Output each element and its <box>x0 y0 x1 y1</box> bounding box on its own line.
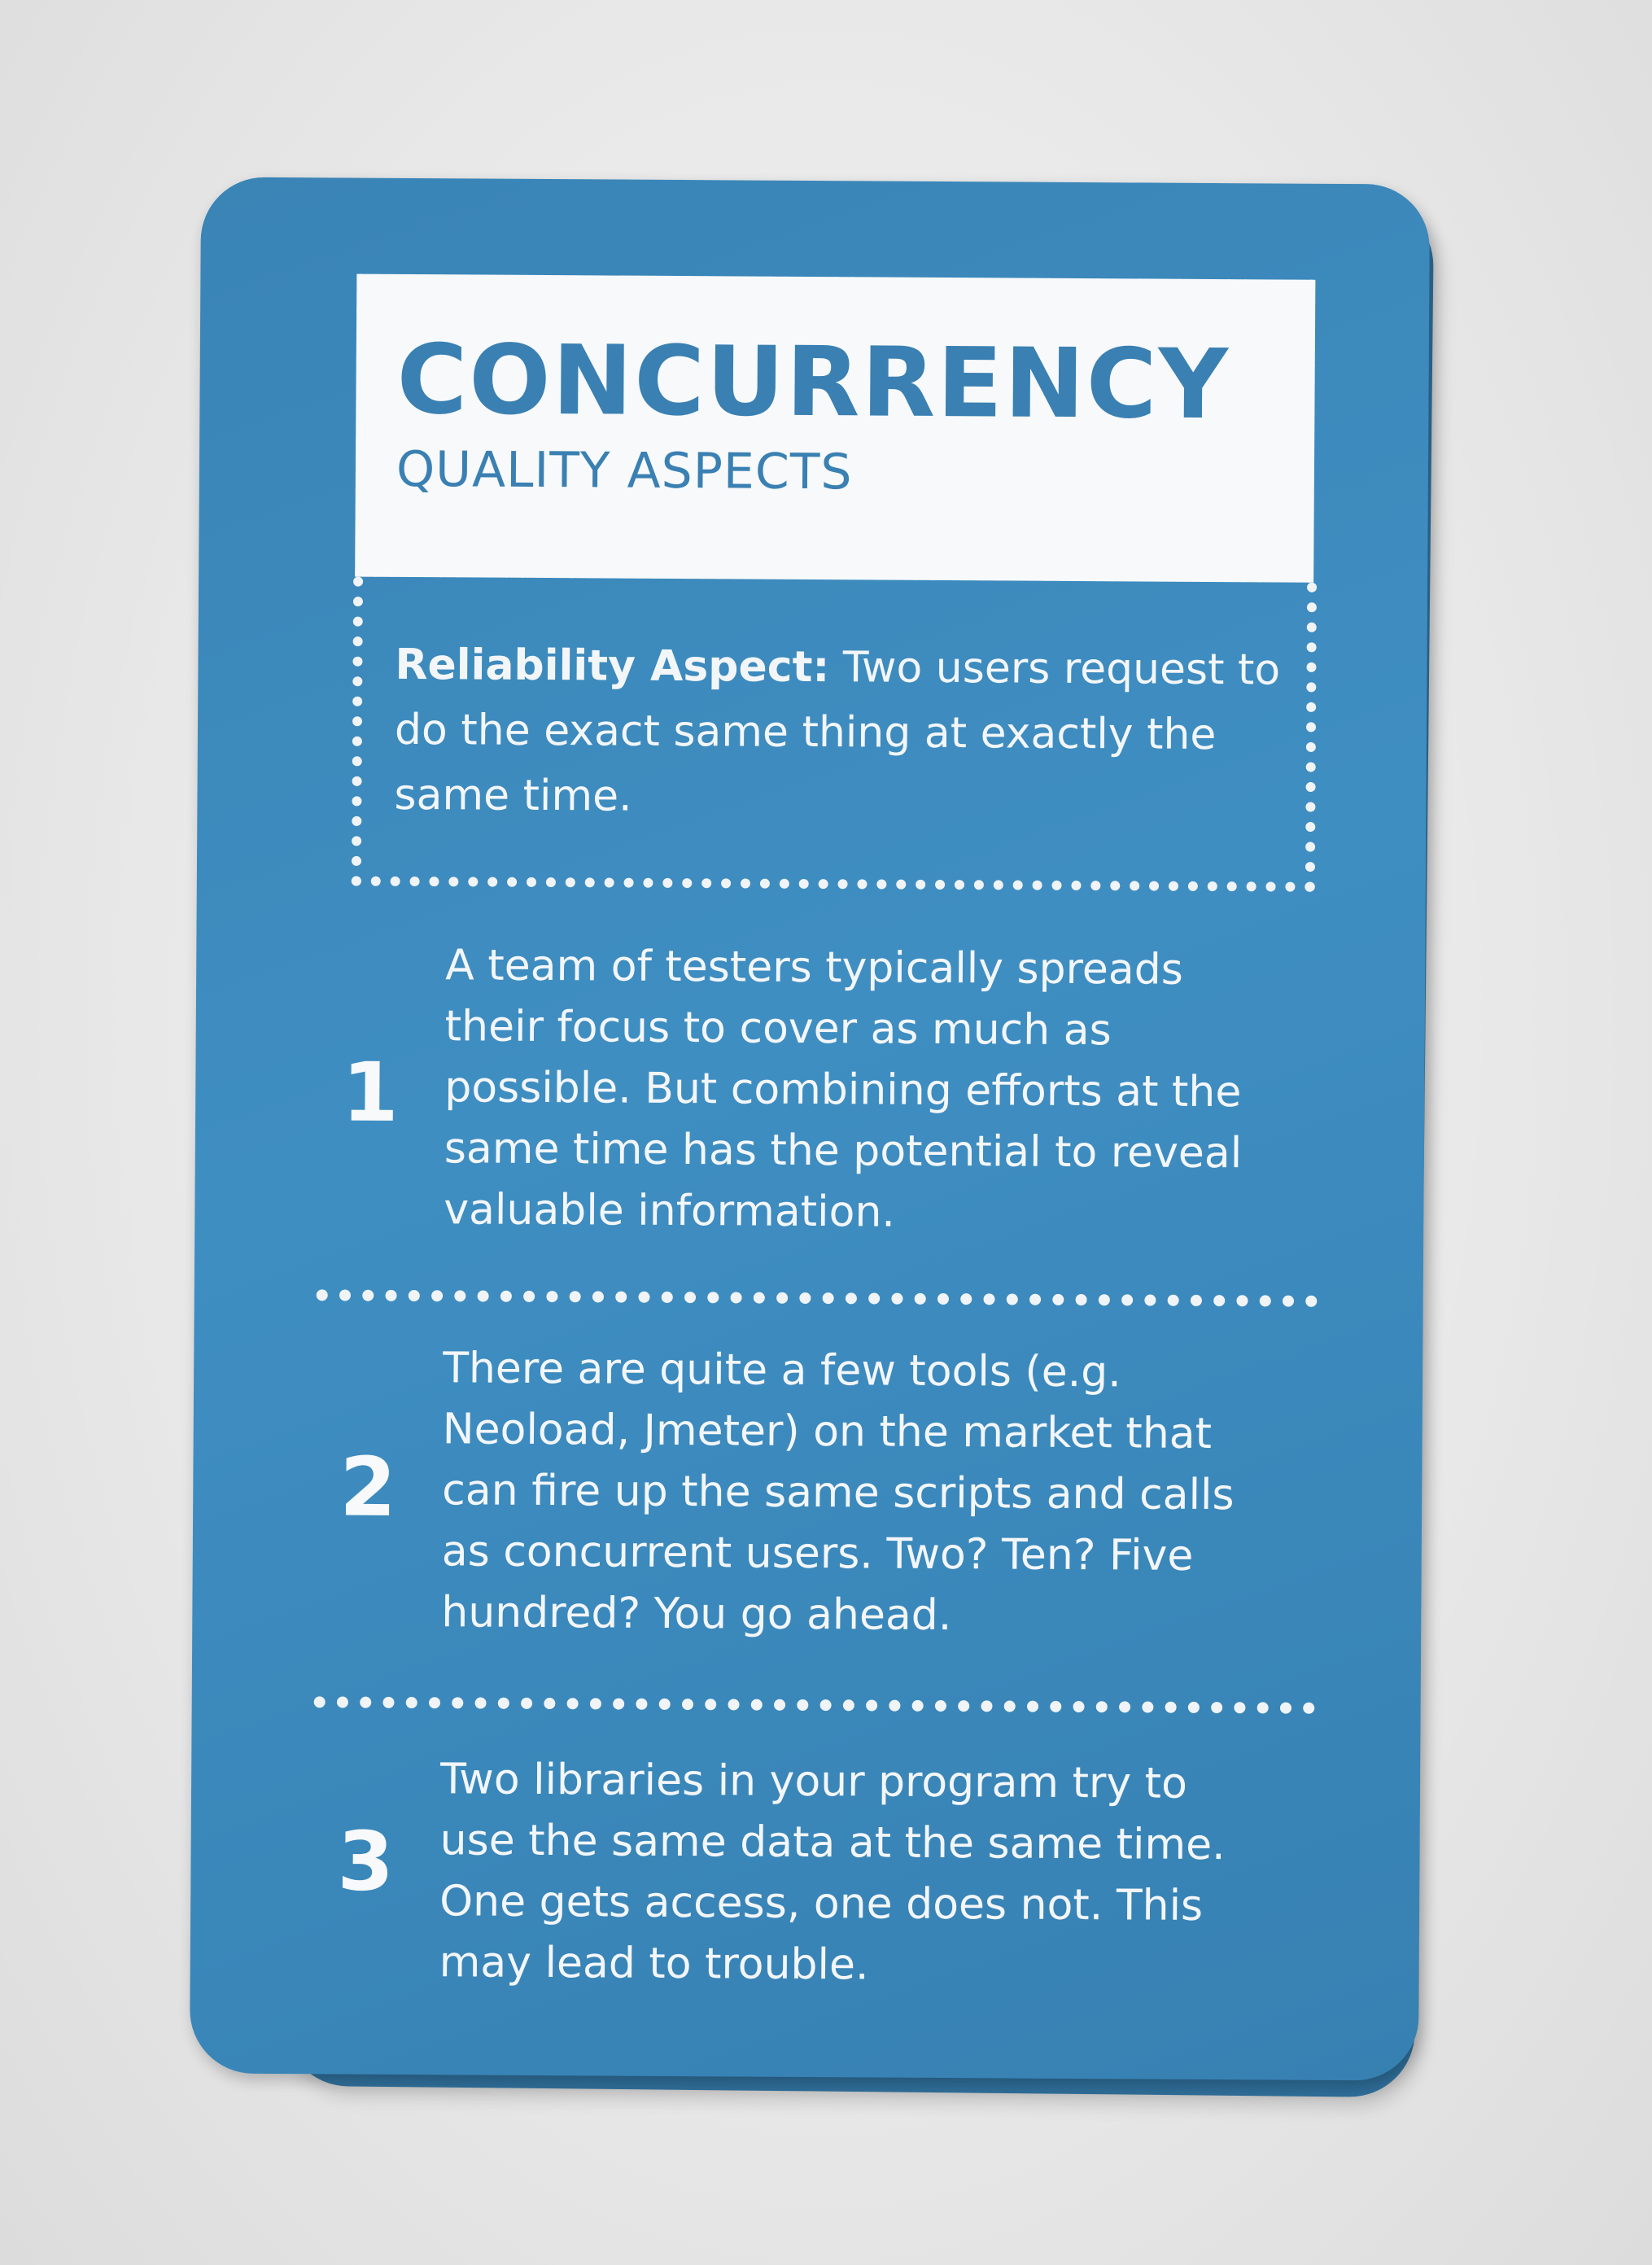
card-title: CONCURRENCY <box>396 322 1230 441</box>
item-text: Two libraries in your program try to use… <box>439 1755 1226 1990</box>
aspect-description: Reliability Aspect: Two users request to… <box>394 632 1282 833</box>
aspect-label: Reliability Aspect: <box>395 640 830 693</box>
card-header-inner: CONCURRENCY QUALITY ASPECTS <box>363 282 1307 575</box>
divider <box>313 1696 1315 1714</box>
item-3: 3 Two libraries in your program try to u… <box>287 1748 1314 2015</box>
card-subtitle: QUALITY ASPECTS <box>396 440 853 501</box>
item-number: 1 <box>341 1044 400 1140</box>
card-header: CONCURRENCY QUALITY ASPECTS <box>355 273 1316 583</box>
item-number: 2 <box>339 1439 397 1535</box>
item-2: 2 There are quite a few tools (e.g. Neol… <box>290 1337 1318 1686</box>
concurrency-card: CONCURRENCY QUALITY ASPECTS Reliability … <box>189 177 1431 2081</box>
item-text: A team of testers typically spreads thei… <box>444 941 1243 1237</box>
item-1: 1 A team of testers typically spreads th… <box>292 934 1319 1266</box>
aspect-box: Reliability Aspect: Two users request to… <box>351 576 1318 892</box>
divider <box>316 1289 1318 1307</box>
item-text: There are quite a few tools (e.g. Neoloa… <box>441 1344 1235 1641</box>
item-number: 3 <box>337 1813 395 1909</box>
